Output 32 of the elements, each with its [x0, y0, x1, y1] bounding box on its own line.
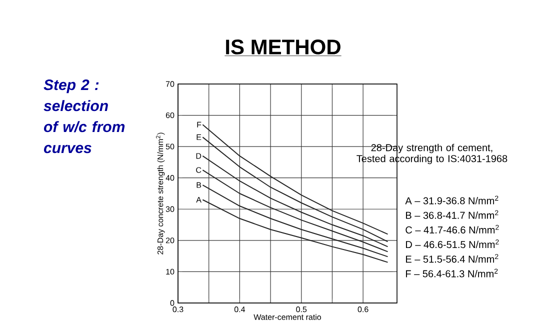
text: F – 56.4-61.3 N/mm$^{2}$: [406, 268, 498, 278]
y-tick-label: 70: [166, 81, 174, 87]
y-tick-label: 50: [166, 144, 174, 150]
y-tick-label: 60: [166, 112, 174, 118]
text: D – 46.6-51.5 N/mm$^{2}$: [406, 239, 499, 248]
series-label: F: [197, 122, 202, 128]
chart-title: IS METHOD: [226, 40, 340, 54]
text: Step 2 : selection of w/c from curves: [44, 80, 125, 154]
series-label: D: [196, 153, 202, 159]
series-label: A: [196, 196, 202, 202]
text: A – 31.9-36.8 N/mm$^{2}$: [405, 196, 498, 204]
text: E – 51.5-56.4 N/mm$^{2}$: [406, 254, 498, 263]
y-axis-title: 28-Day concrete strength (N/mm$^{2}$): [156, 132, 165, 254]
x-tick-label: 0.4: [234, 306, 246, 312]
y-tick-label: 0: [170, 300, 174, 306]
y-tick-label: 30: [166, 206, 174, 212]
series-label: B: [196, 182, 202, 188]
x-tick-label: 0.5: [296, 306, 307, 312]
x-tick-label: 0.6: [358, 306, 368, 312]
line-series: [202, 170, 388, 252]
line-series: [202, 199, 388, 263]
y-tick-label: 20: [166, 238, 174, 244]
y-tick-label: 40: [166, 175, 174, 181]
x-tick-label: 0.3: [172, 306, 184, 312]
line-series: [202, 184, 388, 258]
series-label: E: [196, 134, 202, 140]
series-label: C: [196, 167, 202, 173]
y-tick-label: 10: [166, 268, 174, 275]
text: B – 36.8-41.7 N/mm$^{2}$: [406, 210, 498, 219]
x-axis-title: Water-cement ratio: [254, 314, 322, 320]
line-series: [202, 155, 388, 248]
text: C – 41.7-46.6 N/mm$^{2}$: [406, 224, 499, 234]
